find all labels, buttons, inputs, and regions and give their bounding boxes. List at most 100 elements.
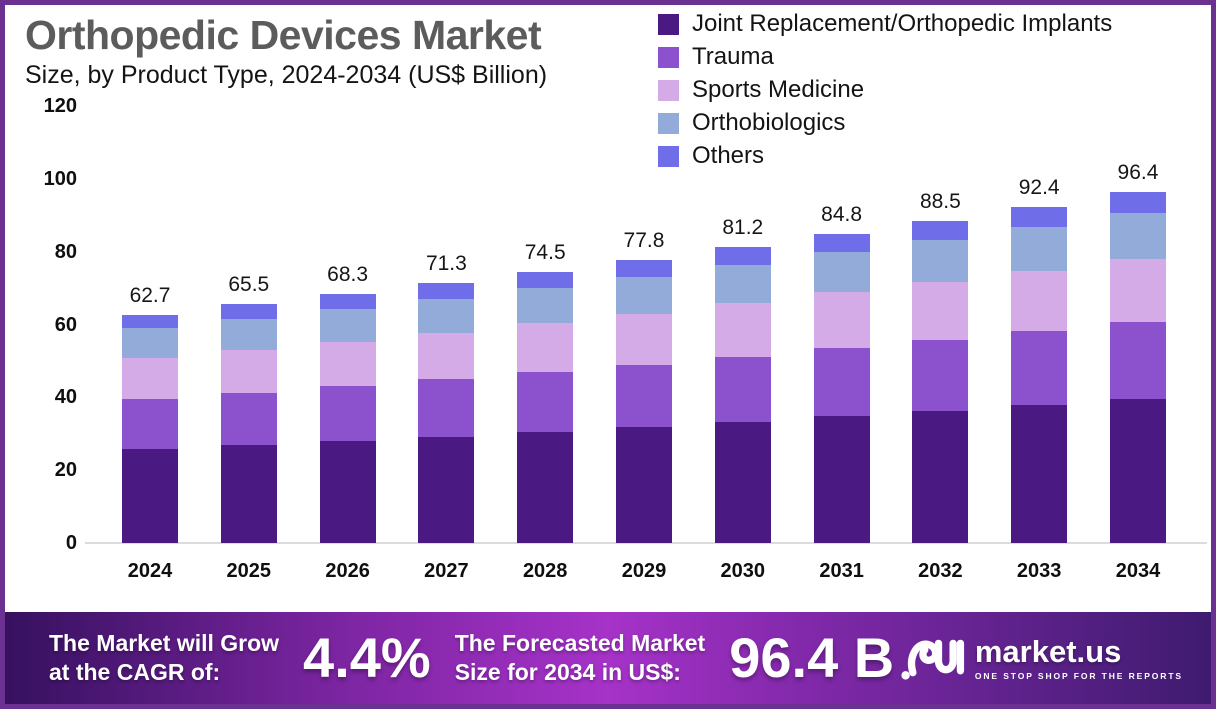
- chart-header: Orthopedic Devices Market Size, by Produ…: [25, 12, 548, 90]
- bar-column-2031: 84.8 2031: [813, 106, 870, 582]
- bar-column-2026: 68.3 2026: [319, 106, 376, 582]
- bar-segment: [813, 252, 870, 293]
- bar-segment: [1011, 226, 1068, 271]
- bar-column-2033: 92.4 2033: [1011, 106, 1068, 582]
- x-axis-label-2025: 2025: [226, 560, 272, 582]
- x-axis-label-2024: 2024: [127, 560, 173, 582]
- bar-segment: [1011, 206, 1068, 227]
- brand-name: market.us: [974, 633, 1122, 669]
- bar-segment: [319, 386, 376, 442]
- bar-segment: [517, 271, 574, 289]
- bar-stack-2024: 62.7: [122, 284, 178, 543]
- forecast-label-line2: Size for 2034 in US$:: [454, 659, 681, 685]
- bar-segment: [319, 441, 376, 543]
- bar-total-label: 84.8: [821, 203, 863, 227]
- brand-text: market.us ONE STOP SHOP FOR THE REPORTS: [975, 636, 1183, 681]
- forecast-label: The Forecasted Market Size for 2034 in U…: [455, 629, 706, 687]
- bar-total-label: 96.4: [1117, 160, 1159, 184]
- y-axis-tick-0: 0: [65, 532, 77, 554]
- bar-segment: [1011, 331, 1068, 405]
- legend-item-others: Others: [658, 142, 1112, 169]
- legend-label: Others: [692, 142, 765, 169]
- x-axis-label-2026: 2026: [325, 560, 370, 582]
- bar-total-label: 65.5: [228, 273, 270, 297]
- bar-total-label: 74.5: [524, 240, 566, 264]
- bar-segment: [517, 323, 574, 373]
- legend-swatch-trauma: [658, 46, 679, 68]
- bar-segment: [714, 356, 771, 422]
- bar-total-label: 81.2: [722, 216, 764, 240]
- bar-column-2025: 65.5 2025: [220, 106, 277, 582]
- x-axis-label-2033: 2033: [1016, 560, 1062, 582]
- bar-segment: [418, 332, 475, 380]
- legend-swatch-joint-replacement: [658, 13, 679, 35]
- bar-column-2030: 81.2 2030: [714, 106, 771, 582]
- bar-segment: [615, 426, 672, 543]
- bar-total-label: 62.7: [129, 283, 171, 307]
- bar-segment: [912, 220, 969, 241]
- bar-segment: [220, 318, 277, 350]
- bar-segment: [714, 421, 771, 543]
- bar-segment: [517, 431, 574, 543]
- x-axis-label-2032: 2032: [918, 560, 963, 582]
- page-subtitle: Size, by Product Type, 2024-2034 (US$ Bi…: [25, 61, 548, 90]
- stacked-bar-chart: 62.7 2024 65.5 2025 68.3 2026 71.3 2027 74.5 2028…: [122, 106, 1166, 582]
- legend-item-trauma: Trauma: [658, 43, 1112, 70]
- bar-stack-2033: 92.4: [1011, 176, 1068, 543]
- bar-segment: [615, 364, 672, 427]
- bar-stack-2027: 71.3: [418, 252, 475, 543]
- y-axis-tick-80: 80: [54, 240, 77, 263]
- legend-item-sports-medicine: Sports Medicine: [658, 76, 1112, 103]
- bar-segment: [615, 313, 672, 365]
- bar-segment: [122, 399, 178, 450]
- y-axis-tick-40: 40: [54, 386, 77, 409]
- footer-banner: The Market will Grow at the CAGR of: 4.4…: [5, 612, 1211, 704]
- bar-segment: [714, 303, 771, 357]
- bar-segment: [122, 449, 178, 543]
- bar-segment: [319, 341, 376, 387]
- cagr-label-line2: at the CAGR of:: [49, 659, 221, 685]
- legend-label: Sports Medicine: [692, 76, 865, 103]
- bar-segment: [418, 436, 475, 543]
- bar-segment: [418, 283, 475, 300]
- y-axis-tick-60: 60: [54, 313, 77, 336]
- x-axis-label-2030: 2030: [720, 560, 766, 582]
- bar-segment: [418, 379, 475, 437]
- x-axis-label-2027: 2027: [424, 560, 469, 582]
- bar-stack-2030: 81.2: [714, 216, 771, 543]
- cagr-value: 4.4%: [303, 626, 431, 689]
- bar-total-label: 88.5: [919, 189, 961, 213]
- bar-stack-2031: 84.8: [813, 203, 870, 543]
- bar-column-2024: 62.7 2024: [122, 106, 178, 582]
- bar-segment: [615, 259, 672, 277]
- forecast-label-line1: The Forecasted Market: [454, 630, 706, 657]
- bar-segment: [319, 294, 376, 310]
- bar-segment: [517, 372, 574, 432]
- y-axis-tick-20: 20: [54, 459, 77, 482]
- legend-label: Trauma: [692, 43, 774, 70]
- bar-segment: [714, 247, 771, 265]
- legend-label: Orthobiologics: [692, 109, 846, 136]
- bar-segment: [1109, 213, 1166, 259]
- brand-logo-group: market.us ONE STOP SHOP FOR THE REPORTS: [901, 632, 1183, 684]
- bar-total-label: 77.8: [623, 228, 665, 252]
- bar-column-2032: 88.5 2032: [912, 106, 969, 582]
- bar-segment: [319, 309, 376, 342]
- bar-segment: [813, 292, 870, 349]
- bar-stack-2028: 74.5: [517, 241, 574, 543]
- bar-segment: [813, 416, 870, 543]
- bar-segment: [1109, 191, 1166, 214]
- bar-segment: [220, 304, 277, 319]
- chart-legend: Joint Replacement/Orthopedic Implants Tr…: [658, 10, 1113, 177]
- x-axis-label-2031: 2031: [819, 560, 864, 582]
- legend-label: Joint Replacement/Orthopedic Implants: [692, 10, 1113, 37]
- bar-segment: [714, 264, 771, 304]
- bar-segment: [912, 281, 969, 340]
- bar-segment: [122, 328, 178, 358]
- bar-segment: [912, 240, 969, 282]
- bar-segment: [122, 314, 178, 329]
- cagr-label: The Market will Grow at the CAGR of:: [49, 629, 279, 687]
- bar-segment: [220, 445, 277, 543]
- y-axis: 0 20 40 60 80 100 120: [5, 5, 81, 704]
